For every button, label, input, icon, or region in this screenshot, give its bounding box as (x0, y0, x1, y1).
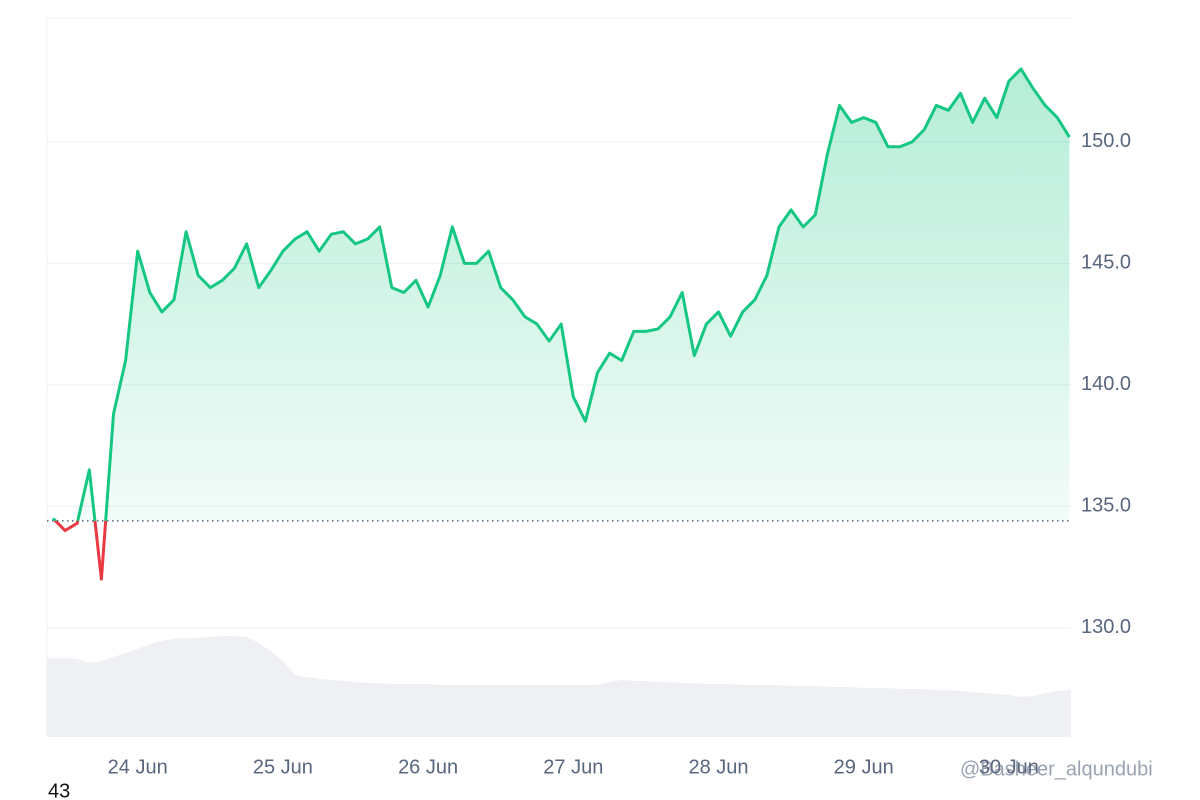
price-line (51, 67, 1071, 521)
x-tick-label: 29 Jun (834, 756, 894, 778)
x-tick-label: 26 Jun (398, 756, 458, 778)
y-tick-label: 150.0 (1081, 130, 1131, 152)
price-area (53, 69, 1070, 521)
y-tick-label: 130.0 (1081, 616, 1131, 638)
watermark: @Basheer_alqundubi (960, 758, 1153, 780)
y-tick-label: 135.0 (1081, 495, 1131, 517)
x-tick-label: 25 Jun (253, 756, 313, 778)
x-tick-label: 28 Jun (688, 756, 748, 778)
y-tick-label: 140.0 (1081, 373, 1131, 395)
footer-text: 43 (48, 780, 70, 800)
x-tick-label: 30 Jun (979, 756, 1039, 778)
x-tick-label: 27 Jun (543, 756, 603, 778)
volume-area (47, 636, 1071, 737)
x-tick-label: 24 Jun (108, 756, 168, 778)
y-tick-label: 145.0 (1081, 252, 1131, 274)
